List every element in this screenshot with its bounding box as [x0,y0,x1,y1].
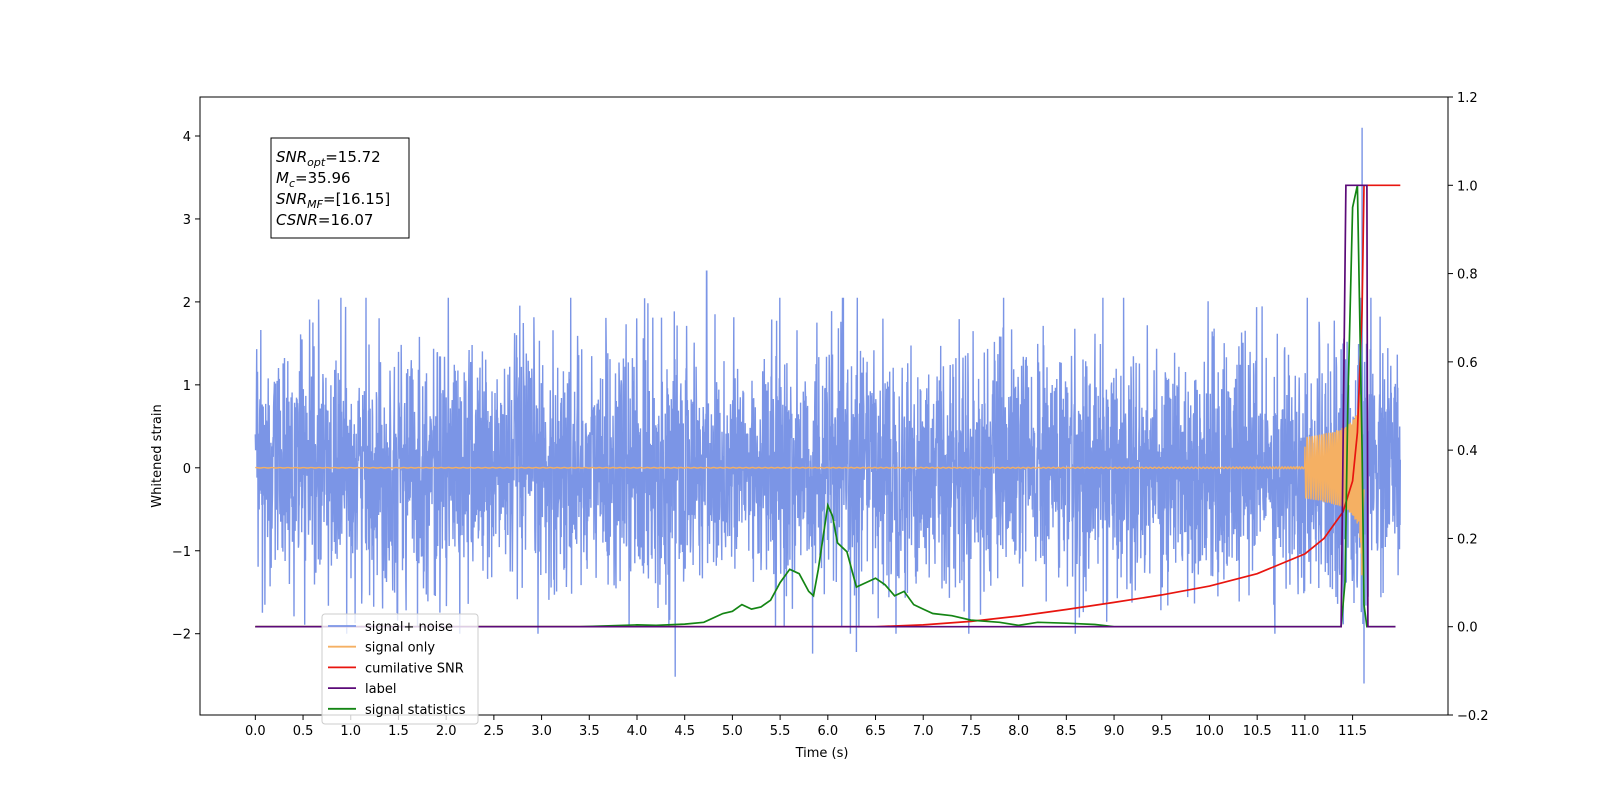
legend-label: signal+ noise [365,620,453,635]
legend-label: cumilative SNR [365,661,464,676]
plot-frame [199,96,1449,716]
x-tick-label: 5.5 [770,724,791,739]
x-tick-label: 6.0 [817,724,838,739]
x-tick-label: 10.0 [1195,724,1224,739]
x-tick-label: 8.0 [1008,724,1029,739]
y-tick-label: −1 [172,545,191,560]
x-tick-label: 2.0 [436,724,457,739]
x-tick-label: 4.0 [627,724,648,739]
y-tick-label: 1 [183,379,191,394]
y2-tick-label: 0.0 [1457,621,1478,636]
annotation-line: SNRMF=[16.15] [276,190,390,211]
x-tick-label: 6.5 [865,724,886,739]
series-signal-only [255,394,1365,576]
y-tick-label: 2 [183,296,191,311]
y2-tick-label: 1.2 [1457,91,1478,106]
y2-tick-label: 1.0 [1457,179,1478,194]
annotation-line: CSNR=16.07 [276,211,373,229]
x-tick-label: 9.0 [1104,724,1125,739]
plot-area [254,127,1402,684]
y-tick-label: 0 [183,462,191,477]
y2-tick-label: −0.2 [1457,709,1489,724]
x-tick-label: 1.0 [340,724,361,739]
y2-tick-label: 0.8 [1457,268,1478,283]
legend-label: signal only [365,641,435,656]
x-axis-label: Time (s) [795,746,849,761]
y-tick-label: 4 [183,130,191,145]
y-tick-label: 3 [183,213,191,228]
x-tick-label: 1.5 [388,724,409,739]
x-tick-label: 9.5 [1151,724,1172,739]
y2-tick-label: 0.2 [1457,532,1478,547]
y2-tick-label: 0.4 [1457,444,1478,459]
y-tick-label: −2 [172,628,191,643]
series-cumulative-snr [255,184,1401,628]
x-tick-label: 2.5 [484,724,505,739]
legend-label: label [365,682,396,697]
annotation-frame [270,137,410,239]
legend: signal+ noise signal only cumilative SNR la… [321,613,479,725]
series-label [255,184,1396,628]
x-tick-label: 3.5 [579,724,600,739]
x-tick-label: 0.0 [245,724,266,739]
annotation-line: Mc=35.96 [276,169,351,190]
series-signal-statistics [255,185,1396,628]
x-tick-label: 11.0 [1290,724,1319,739]
series-signal-noise [254,127,1402,684]
annotation-box: SNRopt=15.72Mc=35.96SNRMF=[16.15]CSNR=16… [270,137,410,239]
x-tick-label: 3.0 [531,724,552,739]
x-tick-label: 4.5 [674,724,695,739]
annotation-line: SNRopt=15.72 [276,148,381,169]
y2-tick-label: 0.6 [1457,356,1478,371]
legend-frame [321,613,479,725]
y-axis-label: Whitened strain [150,404,165,507]
x-tick-label: 5.0 [722,724,743,739]
x-tick-label: 7.5 [961,724,982,739]
x-tick-label: 0.5 [293,724,314,739]
x-tick-label: 8.5 [1056,724,1077,739]
x-tick-label: 11.5 [1338,724,1367,739]
legend-label: signal statistics [365,703,466,718]
x-tick-label: 7.0 [913,724,934,739]
x-tick-label: 10.5 [1243,724,1272,739]
